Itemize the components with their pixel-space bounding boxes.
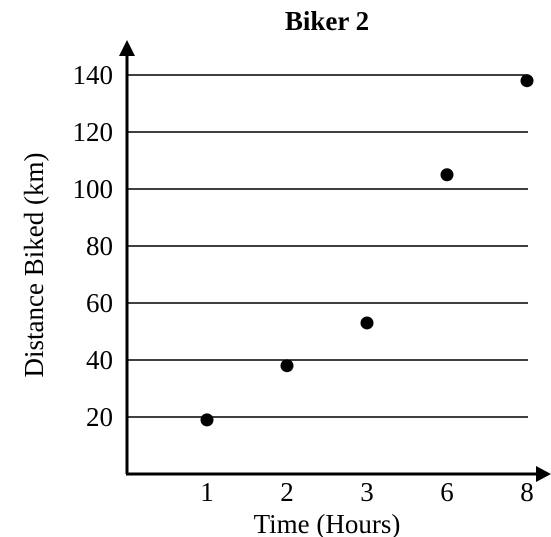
y-tick-label: 80 bbox=[86, 231, 113, 261]
y-tick-labels: 20 40 60 80 100 120 140 bbox=[73, 60, 114, 432]
y-axis-arrow-icon bbox=[119, 40, 135, 56]
y-tick-label: 40 bbox=[86, 345, 113, 375]
y-tick-label: 100 bbox=[73, 174, 114, 204]
y-tick-label: 20 bbox=[86, 402, 113, 432]
y-tick-label: 120 bbox=[73, 117, 114, 147]
data-point bbox=[440, 168, 454, 182]
data-point bbox=[360, 316, 374, 330]
grid-lines bbox=[127, 74, 528, 418]
y-tick-label: 60 bbox=[86, 288, 113, 318]
data-point bbox=[280, 359, 294, 373]
chart-title: Biker 2 bbox=[285, 6, 369, 36]
y-axis-label: Distance Biked (km) bbox=[19, 153, 49, 378]
x-tick-label: 8 bbox=[520, 477, 534, 507]
x-tick-label: 6 bbox=[440, 477, 454, 507]
y-tick-label: 140 bbox=[73, 60, 114, 90]
data-point bbox=[520, 74, 534, 88]
x-tick-label: 3 bbox=[360, 477, 374, 507]
x-axis-label: Time (Hours) bbox=[254, 509, 401, 537]
data-points bbox=[200, 74, 534, 427]
x-tick-label: 1 bbox=[200, 477, 214, 507]
x-axis-arrow-icon bbox=[536, 466, 551, 482]
x-tick-label: 2 bbox=[280, 477, 294, 507]
data-point bbox=[200, 413, 214, 427]
x-tick-labels: 1 2 3 6 8 bbox=[200, 477, 534, 507]
